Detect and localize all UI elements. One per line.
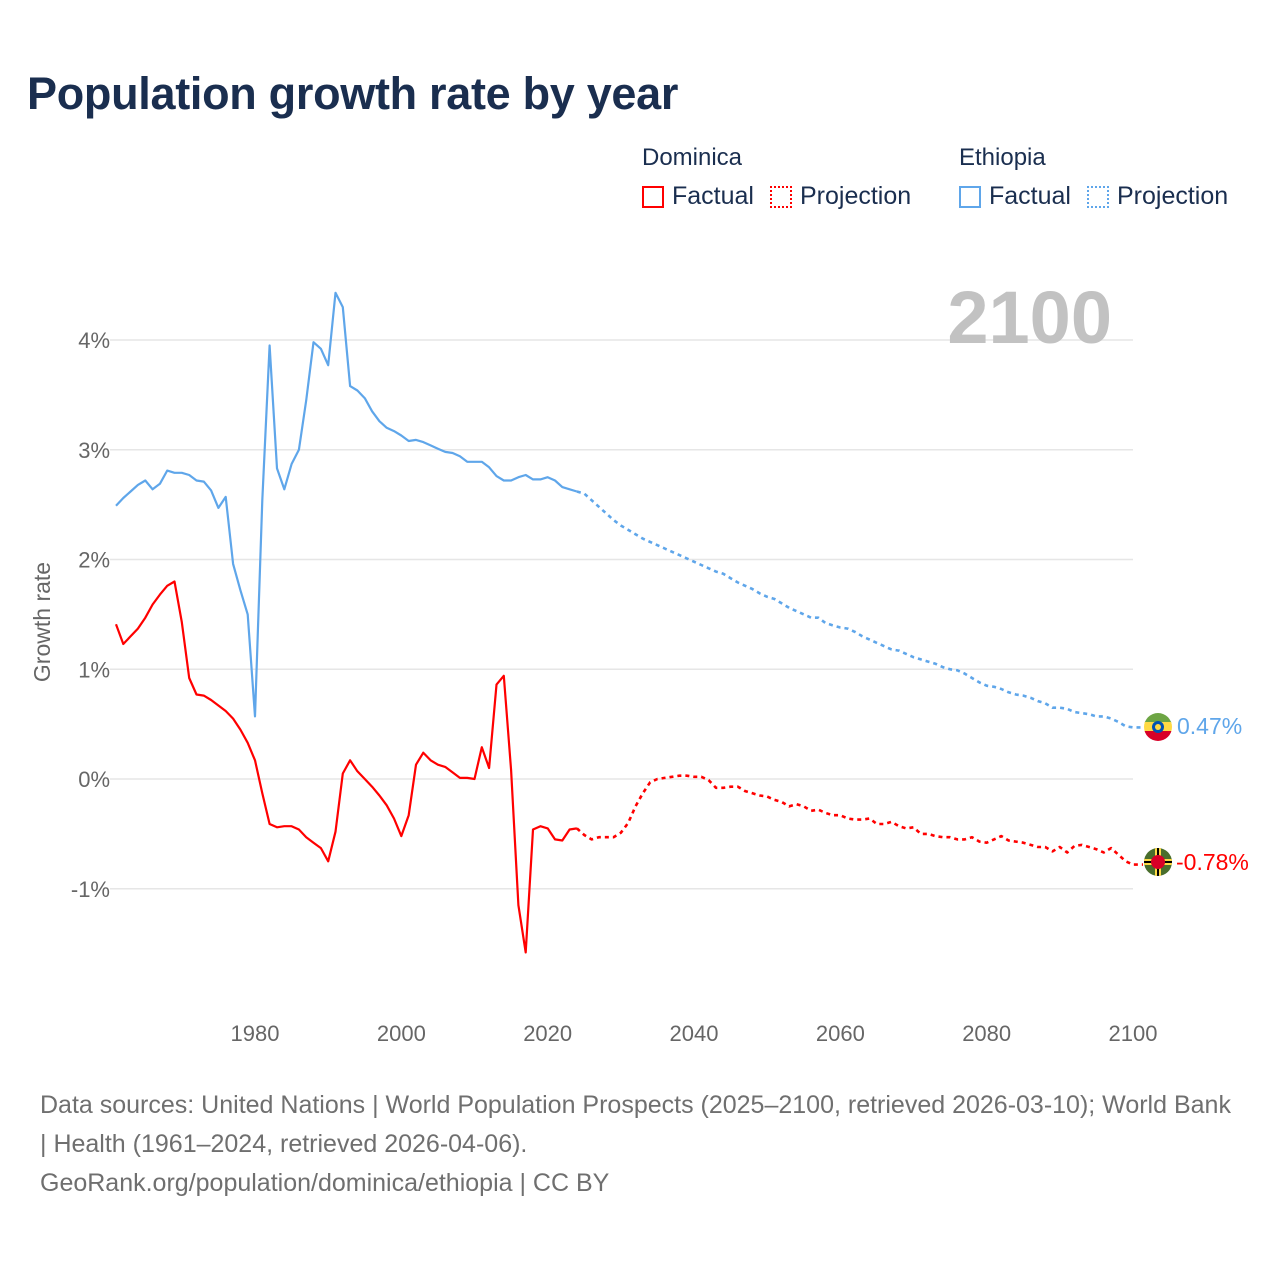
dominica-factual-line bbox=[114, 580, 578, 954]
x-tick-label: 2000 bbox=[377, 1021, 426, 1046]
dominica-end-value: -0.78% bbox=[1176, 849, 1249, 875]
x-tick-label: 2040 bbox=[670, 1021, 719, 1046]
ethiopia-projection-line bbox=[576, 490, 1143, 729]
ethiopia-factual-line bbox=[115, 291, 578, 718]
legend-label: Factual bbox=[672, 182, 754, 210]
x-tick-label: 2060 bbox=[816, 1021, 865, 1046]
solid-swatch-icon bbox=[642, 185, 664, 208]
y-tick-label: 4% bbox=[78, 328, 110, 353]
y-tick-label: 0% bbox=[78, 767, 110, 792]
y-tick-label: -1% bbox=[71, 877, 110, 902]
legend-ethiopia: Ethiopia Factual Projection bbox=[959, 144, 1244, 211]
legend-dominica: Dominica Factual Projection bbox=[642, 144, 927, 211]
legend-ethiopia-factual[interactable]: Factual bbox=[959, 182, 1071, 211]
legend-dominica-factual[interactable]: Factual bbox=[642, 182, 754, 211]
legend-label: Projection bbox=[799, 182, 912, 210]
y-axis-label: Growth rate bbox=[29, 562, 55, 682]
ethiopia-end-value: 0.47% bbox=[1177, 713, 1242, 739]
solid-swatch-icon bbox=[959, 185, 981, 208]
legend-dominica-projection[interactable]: Projection bbox=[769, 182, 912, 211]
dotted-swatch-icon bbox=[1086, 185, 1109, 208]
y-tick-label: 3% bbox=[78, 438, 110, 463]
legend-label: Projection bbox=[1116, 182, 1229, 210]
x-tick-label: 2080 bbox=[962, 1021, 1011, 1046]
x-tick-label: 2020 bbox=[523, 1021, 572, 1046]
legend-label: Factual bbox=[989, 182, 1071, 210]
dotted-swatch-icon bbox=[769, 185, 792, 208]
x-tick-label: 2100 bbox=[1109, 1021, 1158, 1046]
footer: Data sources: United Nations | World Pop… bbox=[40, 1086, 1240, 1203]
page-title: Population growth rate by year bbox=[27, 68, 679, 119]
data-sources: Data sources: United Nations | World Pop… bbox=[40, 1091, 1231, 1158]
dominica-flag-icon bbox=[1144, 848, 1172, 876]
credit-link[interactable]: GeoRank.org/population/dominica/ethiopia… bbox=[40, 1169, 610, 1197]
dominica-projection-line bbox=[576, 774, 1143, 866]
ethiopia-flag-icon bbox=[1144, 713, 1172, 741]
legend-ethiopia-projection[interactable]: Projection bbox=[1086, 182, 1229, 211]
current-year-label: 2100 bbox=[947, 276, 1112, 359]
legend-title-ethiopia: Ethiopia bbox=[959, 144, 1046, 171]
x-tick-label: 1980 bbox=[231, 1021, 280, 1046]
y-tick-label: 2% bbox=[78, 548, 110, 573]
y-tick-label: 1% bbox=[78, 657, 110, 682]
legend-title-dominica: Dominica bbox=[642, 144, 743, 171]
